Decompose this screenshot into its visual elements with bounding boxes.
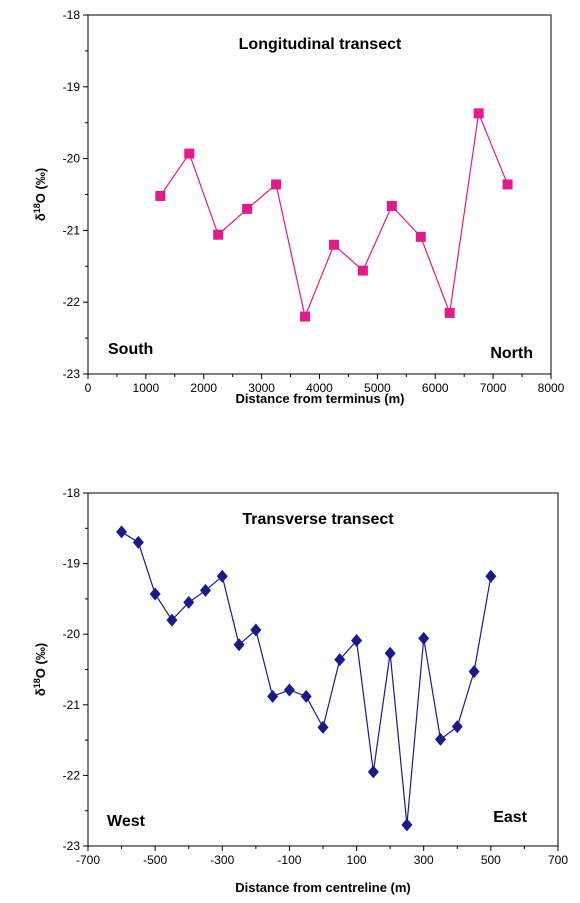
y-tick-label: -22 [63, 768, 81, 782]
x-tick-label: 100 [347, 853, 367, 867]
data-point [200, 583, 211, 597]
data-point [435, 732, 446, 746]
y-axis-title-prefix: δ [33, 213, 48, 221]
x-tick-label: 8000 [538, 381, 565, 395]
y-axis-title: δ18O (‰) [32, 168, 48, 221]
data-point [502, 179, 513, 190]
data-point [386, 200, 397, 211]
data-marks [155, 108, 513, 322]
y-axis-title-prefix: δ [33, 688, 48, 696]
x-tick-label: 0 [85, 381, 92, 395]
axis-ticks: -18 -19 -20 -21 -22 -23-700 -500 -300 -100 100 300… [63, 486, 569, 867]
x-axis-title: Distance from terminus (m) [235, 391, 404, 406]
data-point [451, 720, 463, 734]
data-point [367, 765, 379, 779]
data-point [183, 595, 195, 609]
y-tick-label: -19 [63, 557, 81, 571]
data-point [418, 631, 430, 645]
y-tick-label: -21 [63, 698, 81, 712]
data-point [267, 689, 279, 703]
data-point [317, 720, 329, 734]
x-axis-title: Distance from centreline (m) [235, 880, 411, 895]
data-point [444, 307, 455, 318]
x-tick-label: 300 [414, 853, 434, 867]
x-tick-label: -500 [143, 853, 167, 867]
plot-area-frame [87, 492, 559, 847]
x-tick-label: -300 [210, 853, 234, 867]
longitudinal-chart: Longitudinal transect South North Distan… [32, 8, 565, 406]
annotation-south: South [108, 341, 153, 358]
data-point [300, 311, 311, 322]
y-tick-label: -21 [63, 223, 81, 237]
annotation-north: North [490, 345, 533, 362]
y-tick-label: -22 [63, 295, 81, 309]
data-point [166, 613, 178, 627]
x-tick-label: 3000 [248, 381, 275, 395]
data-point [334, 653, 346, 667]
chart-title: Transverse transect [242, 511, 394, 528]
y-tick-label: -18 [63, 486, 81, 500]
data-point [283, 683, 295, 697]
y-axis-title-sup: 18 [32, 203, 42, 213]
data-point [233, 638, 245, 652]
y-tick-label: -20 [63, 152, 81, 166]
x-tick-label: 700 [548, 853, 568, 867]
data-point [216, 569, 228, 583]
annotation-east: East [493, 809, 527, 826]
data-point [485, 569, 497, 583]
x-tick-label: 500 [481, 853, 501, 867]
y-tick-label: -20 [63, 627, 81, 641]
transverse-chart: Transverse transect West East Distance f… [32, 486, 568, 895]
data-point [271, 179, 282, 190]
data-point [473, 108, 484, 119]
y-axis-title-sup: 18 [32, 678, 42, 688]
y-tick-label: -23 [63, 839, 81, 853]
axis-ticks: -18 -19 -20 -21 -22 -23 0 1000 2000 3000 4000 5000 6… [63, 8, 565, 395]
series-line [121, 531, 492, 825]
data-point [384, 646, 396, 660]
data-point [155, 190, 166, 201]
y-tick-label: -18 [63, 8, 81, 22]
data-point [357, 265, 368, 276]
x-tick-label: 4000 [306, 381, 333, 395]
data-point [116, 525, 128, 539]
data-marks [116, 525, 497, 832]
data-point [401, 818, 413, 832]
data-point [250, 623, 262, 637]
x-tick-label: -100 [277, 853, 301, 867]
data-point [300, 689, 312, 703]
data-point [415, 231, 426, 242]
data-point [149, 587, 161, 601]
data-point [132, 535, 144, 549]
x-tick-label: 7000 [480, 381, 507, 395]
data-point [242, 203, 253, 214]
data-point [184, 148, 195, 159]
chart-title: Longitudinal transect [239, 36, 402, 53]
data-point [328, 239, 339, 250]
series-line [159, 111, 509, 319]
y-axis-title: δ18O (‰) [32, 643, 48, 696]
x-tick-label: 1000 [133, 381, 160, 395]
data-point [468, 665, 480, 679]
y-axis-title-suffix: O (‰) [33, 643, 48, 678]
x-tick-label: 6000 [422, 381, 449, 395]
x-tick-label: -700 [76, 853, 100, 867]
annotation-west: West [107, 813, 146, 830]
data-point [213, 229, 224, 240]
y-tick-label: -23 [63, 367, 81, 381]
y-tick-label: -19 [63, 80, 81, 94]
x-tick-label: 5000 [364, 381, 391, 395]
x-tick-label: 2000 [190, 381, 217, 395]
y-axis-title-suffix: O (‰) [33, 168, 48, 203]
data-point [351, 634, 363, 648]
